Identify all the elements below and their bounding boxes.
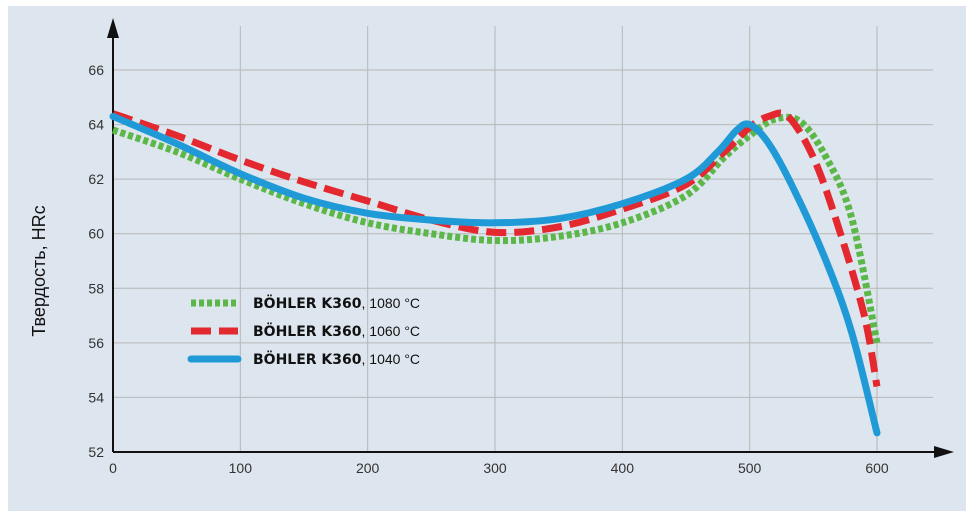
hardness-line-chart: 0 100 200 300 400 500 600 52 54 56 58 60 62 64 66 Тве… <box>29 18 954 476</box>
y-tick-label: 58 <box>88 280 104 296</box>
legend-series-temperature: , 1060 °C <box>362 323 421 339</box>
legend-entry-label: BÖHLER K360, 1040 °C <box>253 350 420 368</box>
y-axis-arrow <box>107 18 119 38</box>
y-tick-labels: 52 54 56 58 60 62 64 66 <box>88 62 104 460</box>
x-tick-label: 400 <box>611 460 635 476</box>
series-line-dashed <box>111 109 881 388</box>
y-tick-label: 56 <box>88 335 104 351</box>
y-tick-label: 52 <box>88 444 104 460</box>
legend-series-name: BÖHLER K360 <box>253 322 362 340</box>
series-line-dotted <box>111 113 881 344</box>
legend-series-temperature: , 1080 °C <box>362 295 421 311</box>
y-tick-label: 66 <box>88 62 104 78</box>
y-tick-label: 62 <box>88 171 104 187</box>
legend-entry-label: BÖHLER K360, 1080 °C <box>253 294 420 312</box>
legend-series-temperature: , 1040 °C <box>362 351 421 367</box>
x-tick-label: 600 <box>865 460 889 476</box>
x-tick-labels: 0 100 200 300 400 500 600 <box>109 460 889 476</box>
series-lines <box>109 109 881 437</box>
legend-series-name: BÖHLER K360 <box>253 294 362 312</box>
x-tick-label: 500 <box>738 460 762 476</box>
y-tick-label: 60 <box>88 226 104 242</box>
x-tick-label: 0 <box>109 460 117 476</box>
y-axis-label: Твердость, HRc <box>29 205 49 336</box>
y-tick-label: 54 <box>88 389 104 405</box>
series-line-solid <box>109 112 881 437</box>
legend-series-name: BÖHLER K360 <box>253 350 362 368</box>
x-axis-arrow <box>934 446 954 458</box>
x-tick-label: 300 <box>483 460 507 476</box>
x-tick-label: 200 <box>356 460 380 476</box>
legend-entry-label: BÖHLER K360, 1060 °C <box>253 322 420 340</box>
x-tick-label: 100 <box>229 460 253 476</box>
chart-frame: 0 100 200 300 400 500 600 52 54 56 58 60 62 64 66 Тве… <box>8 6 966 511</box>
axes <box>107 18 954 458</box>
y-tick-label: 64 <box>88 117 104 133</box>
